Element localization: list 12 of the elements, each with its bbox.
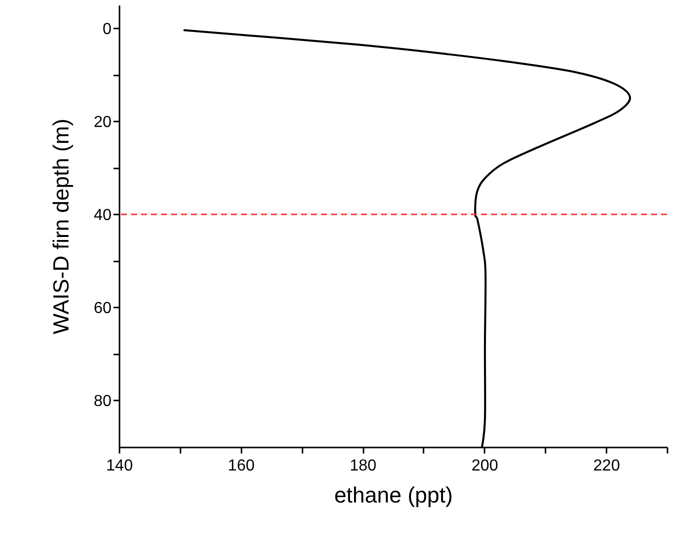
y-tick-label: 20 [94,114,112,131]
y-tick-label: 40 [94,206,112,224]
y-tick-label: 60 [94,300,112,317]
x-tick-label: 180 [350,458,376,474]
x-tick-label: 140 [106,458,133,474]
x-tick-label: 200 [471,458,498,474]
y-tick-label: 80 [94,392,112,410]
x-axis-title: ethane (ppt) [334,482,453,508]
y-axis-title: WAIS-D firn depth (m) [48,118,74,334]
y-tick-label: 0 [102,20,112,38]
x-tick-label: 160 [228,458,255,474]
x-tick-label: 220 [593,458,620,474]
